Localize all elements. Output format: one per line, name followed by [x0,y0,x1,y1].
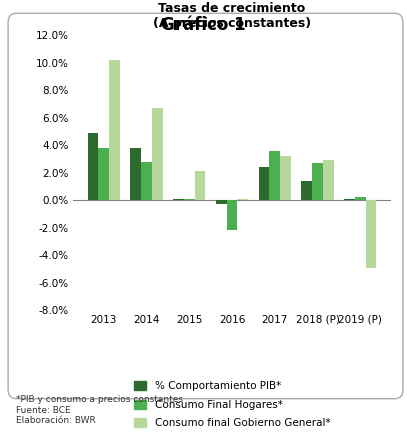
Text: Gráfico 1: Gráfico 1 [161,16,246,34]
Bar [216,200,227,204]
Bar [227,200,237,230]
Bar [88,133,98,200]
Bar [355,198,365,200]
Bar [173,199,184,200]
Bar [184,199,195,200]
Legend: % Comportamiento PIB*, Consumo Final Hogares*, Consumo final Gobierno General*: % Comportamiento PIB*, Consumo Final Hog… [129,376,335,434]
Bar [344,199,355,200]
Bar [98,148,109,200]
Bar [131,148,141,200]
Bar [312,163,323,200]
Bar [237,199,248,200]
Bar [109,60,120,200]
Bar [269,151,280,200]
Bar [152,108,162,200]
Text: *PIB y consumo a precios constantes
Fuente: BCE
Elaboración: BWR: *PIB y consumo a precios constantes Fuen… [16,396,183,425]
Title: Tasas de crecimiento
(A precios constantes): Tasas de crecimiento (A precios constant… [153,2,311,30]
Bar [259,167,269,200]
Bar [302,181,312,200]
Bar [195,171,205,200]
Bar [141,162,152,200]
Bar [365,200,376,268]
Bar [323,160,333,200]
Bar [280,156,291,200]
